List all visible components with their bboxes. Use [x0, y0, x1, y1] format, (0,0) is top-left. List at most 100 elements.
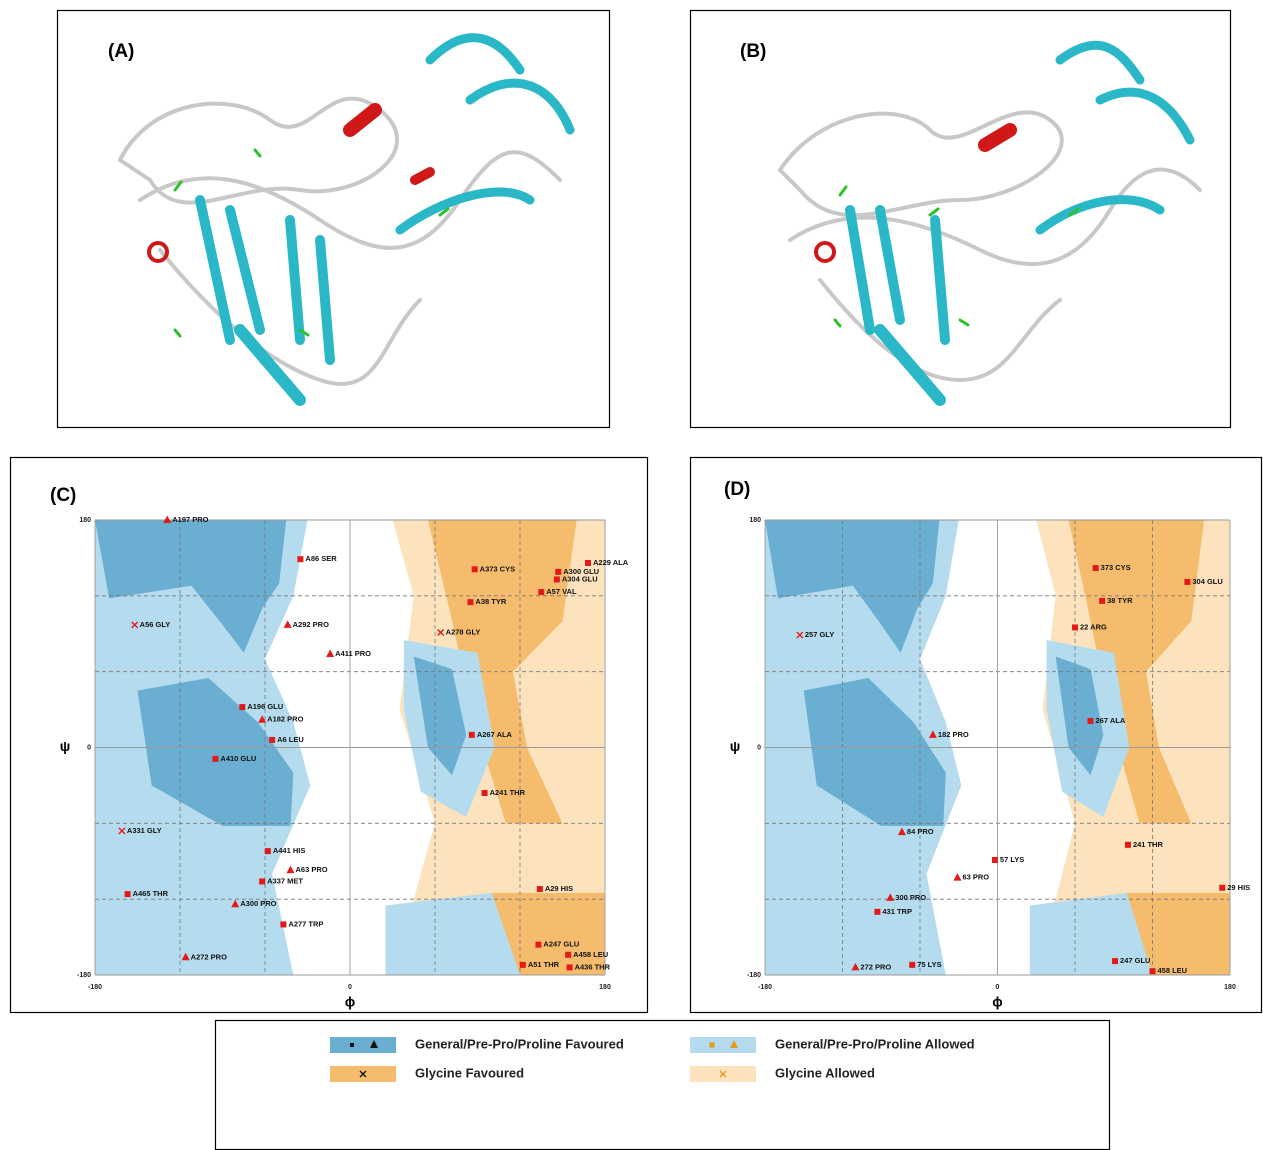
point-label: A182 PRO [267, 715, 303, 724]
point-label: 300 PRO [895, 893, 926, 902]
outlier-point [326, 649, 335, 657]
x-tick-label: -180 [758, 984, 772, 991]
point-label: A241 THR [490, 788, 526, 797]
point-label: A337 MET [267, 876, 303, 885]
point-label: A278 GLY [446, 627, 481, 636]
outlier-point [1092, 565, 1099, 572]
legend-symbol [730, 1040, 738, 1048]
region [803, 677, 946, 826]
point-label: 267 ALA [1096, 716, 1126, 725]
x-tick-label: 0 [996, 984, 1000, 991]
point-label: A410 GLU [220, 754, 256, 763]
outlier-point [928, 730, 937, 738]
legend-label: General/Pre-Pro/Proline Favoured [415, 1036, 624, 1051]
outlier-point [286, 865, 295, 874]
region [1055, 656, 1104, 776]
legend-label: Glycine Favoured [415, 1065, 524, 1080]
y-tick-label: 0 [87, 744, 91, 751]
outlier-point [1072, 624, 1078, 631]
point-label: A411 PRO [335, 649, 371, 658]
outlier-point [535, 941, 542, 948]
point-label: 38 TYR [1107, 596, 1133, 605]
y-tick-label: -180 [747, 972, 761, 979]
y-tick-label: 180 [749, 517, 761, 524]
outlier-point [212, 755, 219, 762]
legend-symbol [359, 1070, 367, 1078]
outlier-point [118, 827, 126, 835]
legend-symbol [709, 1042, 715, 1048]
point-label: A267 ALA [477, 730, 513, 739]
point-label: A436 THR [575, 962, 611, 971]
point-label: A196 GLU [247, 702, 283, 711]
y-axis-label: ψ [60, 738, 71, 754]
panel-frame [56, 9, 611, 429]
y-tick-label: -180 [77, 972, 91, 979]
point-label: A197 PRO [172, 515, 208, 524]
point-label: 431 TRP [882, 907, 912, 916]
region [137, 677, 294, 826]
outlier-point [259, 878, 266, 885]
outlier-point [231, 899, 240, 908]
point-label: 257 GLY [805, 630, 834, 639]
point-label: A292 PRO [293, 620, 329, 629]
y-tick-label: 180 [79, 517, 91, 524]
point-label: A272 PRO [191, 952, 227, 961]
point-label: A300 GLU [563, 567, 599, 576]
point-label: A247 GLU [543, 940, 579, 949]
y-axis-label: ψ [730, 738, 741, 754]
outlier-point [258, 715, 267, 723]
region [413, 656, 467, 776]
outlier-point [874, 908, 881, 915]
point-label: A331 GLY [127, 826, 162, 835]
outlier-point [437, 628, 445, 636]
x-tick-label: 0 [348, 984, 352, 991]
point-label: A51 THR [528, 960, 560, 969]
point-label: 84 PRO [907, 827, 934, 836]
outlier-point [519, 961, 526, 968]
x-tick-label: -180 [88, 984, 102, 991]
outlier-point [1112, 958, 1119, 965]
point-label: A63 PRO [296, 865, 328, 874]
outlier-point [565, 951, 572, 958]
point-label: A441 HIS [273, 846, 306, 855]
legend-swatch [330, 1037, 396, 1053]
point-label: 29 HIS [1227, 883, 1250, 892]
outlier-point [991, 856, 998, 863]
panel-label: (B) [740, 41, 766, 62]
outlier-point [1184, 578, 1191, 585]
outlier-point [897, 827, 906, 836]
outlier-point [1219, 884, 1226, 891]
outlier-point [264, 848, 271, 855]
outlier-point [1124, 841, 1131, 848]
point-label: A6 LEU [277, 735, 304, 744]
legend-swatch [690, 1037, 756, 1053]
point-label: 22 ARG [1080, 622, 1107, 631]
outlier-point [283, 620, 292, 628]
legend-label: Glycine Allowed [775, 1065, 875, 1080]
outlier-point [585, 559, 591, 566]
outlier-point [468, 731, 475, 738]
region [385, 892, 520, 975]
point-label: A229 ALA [593, 558, 629, 567]
panel-frame [689, 9, 1232, 429]
point-label: 182 PRO [938, 730, 969, 739]
outlier-point [471, 566, 478, 573]
outlier-point [536, 886, 543, 893]
outlier-point [467, 599, 474, 606]
point-label: A300 PRO [240, 899, 276, 908]
outlier-point [1099, 597, 1106, 604]
outlier-point [909, 961, 916, 968]
x-axis-label: ϕ [992, 994, 1003, 1010]
y-tick-label: 0 [757, 744, 761, 751]
outlier-point [538, 589, 545, 596]
legend-label: General/Pre-Pro/Proline Allowed [775, 1036, 975, 1051]
point-label: A86 SER [305, 554, 337, 563]
region [1029, 892, 1153, 975]
x-tick-label: 180 [1224, 984, 1236, 991]
x-axis-label: ϕ [345, 994, 356, 1010]
outlier-point [953, 873, 962, 881]
panel-label: (C) [50, 485, 76, 506]
outlier-point [181, 952, 190, 961]
point-label: A465 THR [133, 889, 169, 898]
